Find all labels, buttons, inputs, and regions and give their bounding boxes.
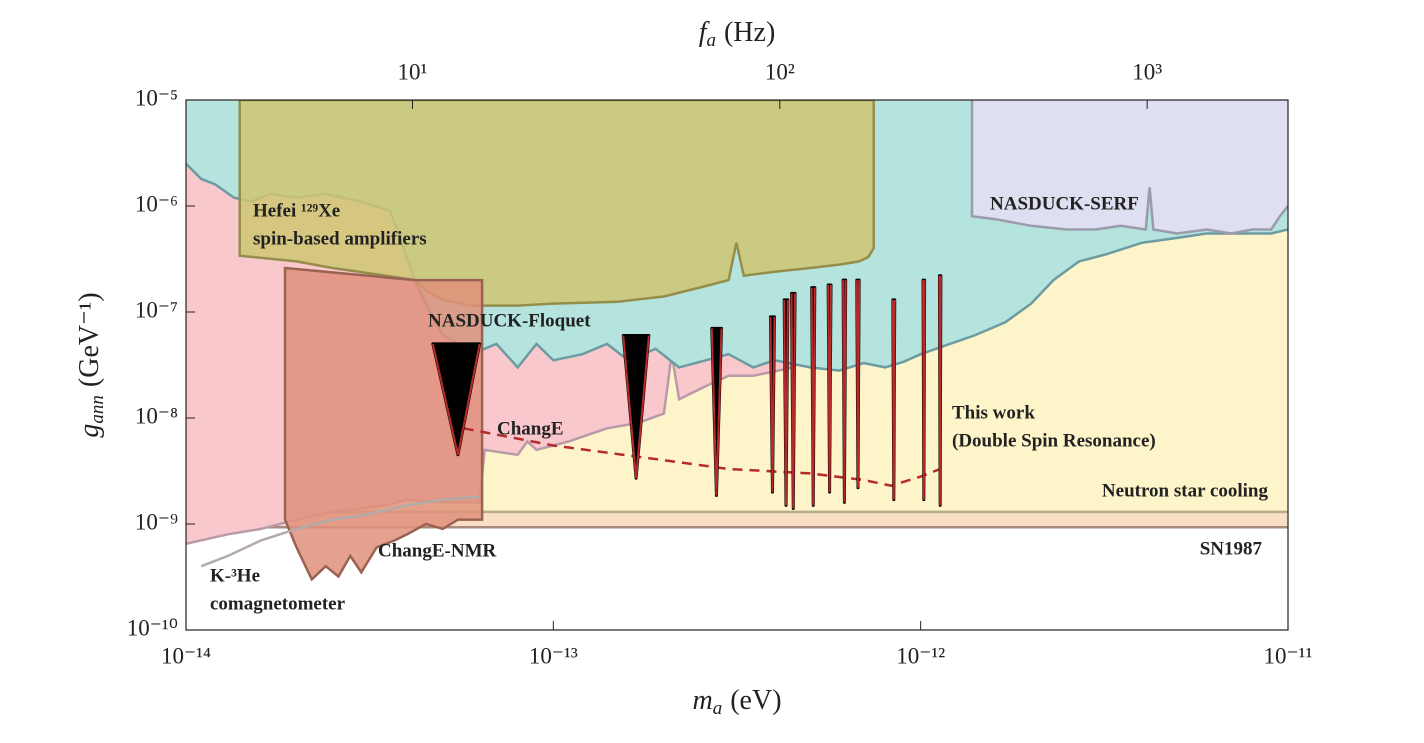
resonance-line (810, 287, 816, 506)
top-tick-label: 10³ (1132, 59, 1162, 84)
x-tick-label: 10⁻¹¹ (1264, 643, 1313, 668)
plot-frame (185, 99, 1289, 631)
axes: 10⁻¹⁴ 10⁻¹³ 10⁻¹² 10⁻¹¹ 10¹ 10² 10³ 10⁻¹⁰ 10⁻⁹ 10… (127, 59, 1313, 668)
region-label: Neutron star cooling (1102, 480, 1269, 501)
region-label: spin-based amplifiers (253, 228, 427, 249)
resonance-line (855, 280, 861, 488)
region-boundary (970, 100, 1288, 235)
region-label: NASDUCK-SERF (990, 193, 1139, 214)
region-label: SN1987 (1200, 538, 1263, 559)
projected-sensitivity (463, 427, 941, 487)
y-tick-label: 10⁻⁵ (135, 85, 178, 110)
exclusion-region (972, 100, 1288, 234)
exclusion-region (238, 100, 875, 307)
x-tick-label: 10⁻¹³ (529, 643, 578, 668)
top-axis-label: fa (Hz) (699, 17, 776, 51)
resonance-line (622, 335, 650, 479)
y-tick-label: 10⁻¹⁰ (127, 615, 178, 640)
y-tick-label: 10⁻⁹ (135, 509, 178, 534)
region-label: ChangE (497, 418, 564, 439)
x-axis-label: ma (eV) (692, 685, 781, 719)
region-label: NASDUCK-Floquet (428, 310, 591, 331)
resonance-line (891, 299, 896, 500)
resonance-line (790, 293, 797, 509)
y-tick-label: 10⁻⁶ (135, 191, 178, 216)
region-label: ChangE-NMR (378, 540, 497, 561)
y-axis-label: gann(GeV⁻¹) (74, 292, 108, 437)
region-label: Hefei ¹²⁹Xe (253, 200, 340, 221)
plot-area (186, 100, 1288, 582)
resonance-line (783, 299, 789, 506)
y-tick-label: 10⁻⁷ (135, 297, 178, 322)
region-label: This work (952, 402, 1035, 423)
x-tick-label: 10⁻¹² (896, 643, 945, 668)
top-tick-label: 10¹ (398, 59, 428, 84)
resonance-line (938, 275, 942, 506)
resonance-line (922, 280, 926, 500)
resonance-line (769, 316, 776, 493)
resonance-line (431, 343, 481, 455)
limit-line (200, 495, 480, 568)
region-label: K-³He (210, 565, 260, 586)
top-tick-label: 10² (765, 59, 795, 84)
region-label: comagnetometer (210, 593, 346, 614)
region-label: (Double Spin Resonance) (952, 430, 1156, 451)
resonance-line (827, 284, 832, 493)
resonance-line (710, 328, 723, 496)
y-tick-label: 10⁻⁸ (135, 403, 178, 428)
x-tick-label: 10⁻¹⁴ (161, 643, 211, 668)
resonance-line (842, 280, 847, 503)
